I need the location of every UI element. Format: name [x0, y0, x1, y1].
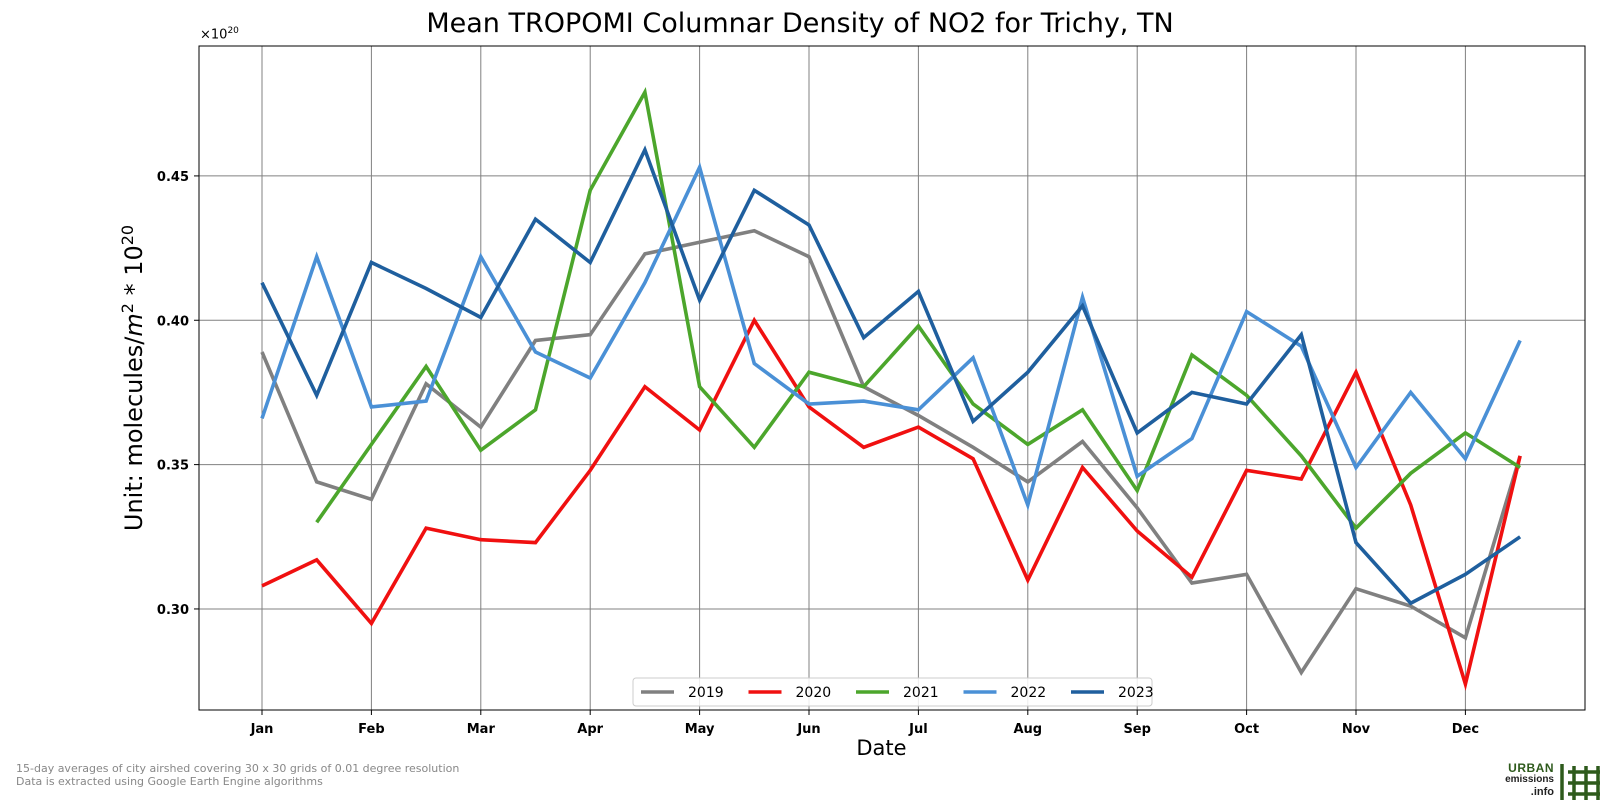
x-tick-label-dec: Dec [1452, 722, 1479, 737]
logo-text: URBAN emissions .info [1505, 762, 1554, 798]
y-axis-label-mid: * 10 [120, 245, 148, 304]
legend: 2019 2020 2021 2022 2023 [632, 677, 1154, 707]
legend-label-2021: 2021 [903, 685, 939, 701]
y-axis-label-unit-power: 2 [118, 303, 137, 314]
x-tick-label-feb: Feb [358, 722, 384, 737]
urban-emissions-logo: URBAN emissions .info [1496, 762, 1600, 800]
x-tick-label-apr: Apr [577, 722, 603, 737]
grid-lines [199, 46, 1585, 710]
series-line-2021 [315, 86, 1522, 531]
y-axis-label-prefix: Unit: molecules/ [120, 336, 148, 532]
legend-label-2022: 2022 [1011, 685, 1047, 701]
y-tick-label-1: 0.35 [157, 459, 189, 474]
x-axis-label-text: Date [856, 736, 907, 760]
x-tick-label-oct: Oct [1234, 722, 1259, 737]
series-line-2019 [260, 228, 1522, 676]
series-line-2023 [260, 145, 1522, 606]
legend-label-2020: 2020 [796, 685, 832, 701]
grid-logo-icon [1560, 764, 1600, 800]
y-axis-label-unit: m [120, 313, 148, 337]
y-offset-power: 20 [227, 26, 239, 36]
y-axis-label-power: 20 [118, 224, 137, 246]
plot-frame [198, 45, 1586, 711]
y-axis-label: Unit: molecules/m2 * 1020 [118, 225, 148, 531]
x-tick-label-sep: Sep [1123, 722, 1151, 737]
y-offset-base: ×10 [200, 27, 228, 43]
logo-line-1: URBAN [1508, 761, 1554, 775]
chart-title: Mean TROPOMI Columnar Density of NO2 for… [426, 8, 1174, 39]
footnote-line-1: 15-day averages of city airshed covering… [16, 762, 460, 775]
logo-line-2: emissions [1505, 774, 1554, 785]
series-lines [260, 86, 1522, 691]
x-axis-label: Date [0, 736, 1585, 760]
footnote-line-2: Data is extracted using Google Earth Eng… [16, 775, 323, 788]
y-axis-ticks: 0.30 0.35 0.40 0.45 [157, 170, 199, 618]
x-tick-label-nov: Nov [1342, 722, 1371, 737]
y-tick-label-0: 0.30 [157, 603, 189, 618]
y-tick-label-2: 0.40 [157, 314, 189, 329]
series-line-2020 [261, 316, 1522, 691]
y-offset-label: ×1020 [200, 26, 239, 42]
footnote: 15-day averages of city airshed covering… [16, 762, 459, 788]
legend-label-2023: 2023 [1118, 685, 1154, 701]
x-tick-label-jan: Jan [250, 722, 274, 737]
x-axis-ticks: Jan Feb Mar Apr May Jun Jul Aug Sep Oct Nov Dec [250, 710, 1479, 737]
y-tick-label-3: 0.45 [157, 170, 189, 185]
legend-box [632, 677, 1153, 707]
x-tick-label-may: May [685, 722, 715, 737]
x-tick-label-aug: Aug [1013, 722, 1042, 737]
x-tick-label-jul: Jul [908, 722, 928, 737]
logo-line-3: .info [1530, 786, 1554, 798]
x-tick-label-jun: Jun [796, 722, 820, 737]
x-tick-label-mar: Mar [467, 722, 496, 737]
legend-label-2019: 2019 [688, 685, 724, 701]
